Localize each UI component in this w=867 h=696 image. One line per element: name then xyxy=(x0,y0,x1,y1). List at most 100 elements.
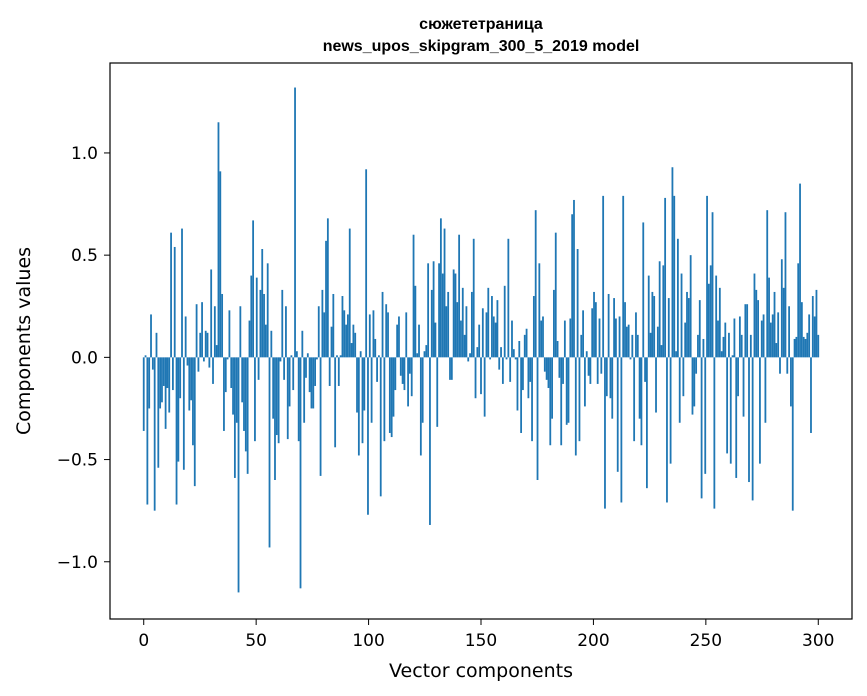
bar xyxy=(640,357,643,446)
bar xyxy=(268,357,271,548)
bar xyxy=(735,357,738,478)
bar xyxy=(591,308,594,358)
bar xyxy=(711,212,714,358)
bar xyxy=(620,357,623,503)
bar xyxy=(321,289,324,358)
bar xyxy=(257,357,260,380)
bar xyxy=(310,357,313,409)
bar xyxy=(534,210,537,358)
bar xyxy=(179,357,182,399)
bar xyxy=(573,199,575,358)
bar xyxy=(698,300,701,358)
bar xyxy=(439,218,442,358)
bar xyxy=(680,273,683,358)
bar xyxy=(724,322,727,358)
bar xyxy=(691,357,694,415)
plot-frame xyxy=(109,62,853,620)
bar xyxy=(423,351,426,358)
bar xyxy=(600,357,603,374)
bar xyxy=(790,357,792,407)
bar xyxy=(264,324,267,358)
bar xyxy=(565,357,568,425)
bar xyxy=(241,357,244,403)
bar xyxy=(733,318,736,358)
bar xyxy=(470,291,473,358)
bar xyxy=(445,306,448,358)
bar xyxy=(425,345,428,358)
bar xyxy=(615,318,617,358)
bar xyxy=(454,273,457,358)
bar xyxy=(153,357,156,511)
bar xyxy=(204,330,207,358)
bar xyxy=(157,357,160,468)
bar xyxy=(543,357,546,372)
bar xyxy=(438,263,440,358)
bar xyxy=(602,195,605,358)
bar xyxy=(354,332,357,358)
bar xyxy=(751,357,754,501)
bar xyxy=(671,167,674,358)
bar xyxy=(345,324,347,358)
bar xyxy=(436,357,439,427)
bar xyxy=(518,341,521,358)
x-tick-label: 150 xyxy=(465,631,497,651)
bar xyxy=(199,332,202,358)
bar xyxy=(224,357,227,393)
bar xyxy=(197,357,200,372)
bar xyxy=(609,357,612,399)
bar xyxy=(678,357,681,423)
bar xyxy=(432,261,435,358)
chart-title-line-2: news_upos_skipgram_300_5_2019 model xyxy=(323,38,640,55)
bar xyxy=(516,357,519,411)
bar xyxy=(689,255,692,358)
bar xyxy=(806,332,809,358)
bar xyxy=(164,357,167,429)
bars-group xyxy=(142,87,820,593)
bar xyxy=(301,330,304,358)
bar xyxy=(562,357,564,384)
bar xyxy=(467,357,470,362)
bar xyxy=(434,322,437,358)
bar xyxy=(232,357,234,415)
bar xyxy=(604,357,606,509)
bar xyxy=(551,357,553,419)
bar xyxy=(223,357,225,431)
y-tick-label: −1.0 xyxy=(57,553,98,573)
bar xyxy=(170,232,172,358)
bar xyxy=(314,357,316,386)
bar xyxy=(390,357,393,438)
bar xyxy=(330,326,333,358)
bar xyxy=(146,357,149,505)
bar xyxy=(312,357,315,409)
bar xyxy=(651,291,654,358)
bar xyxy=(452,269,455,358)
bar xyxy=(624,302,626,358)
bar xyxy=(458,234,461,358)
bar xyxy=(718,287,721,358)
bar xyxy=(726,357,729,454)
bar xyxy=(766,210,769,358)
bar xyxy=(501,357,504,384)
bar xyxy=(306,353,309,358)
bar xyxy=(472,238,475,358)
bar xyxy=(239,306,242,358)
bar xyxy=(398,316,400,358)
bar xyxy=(520,357,523,433)
bar xyxy=(616,357,619,472)
bar xyxy=(221,293,224,358)
bar xyxy=(523,334,526,358)
bar xyxy=(151,357,154,370)
bar xyxy=(443,228,446,358)
bar xyxy=(381,291,384,358)
bar xyxy=(237,357,240,593)
bar xyxy=(684,322,687,358)
bar xyxy=(263,293,265,358)
bar xyxy=(558,357,561,378)
bar xyxy=(511,320,513,358)
bar xyxy=(589,357,592,384)
bar xyxy=(148,357,151,409)
bar xyxy=(768,277,770,358)
bar xyxy=(571,214,574,358)
bar xyxy=(547,357,550,389)
bar xyxy=(574,357,577,456)
